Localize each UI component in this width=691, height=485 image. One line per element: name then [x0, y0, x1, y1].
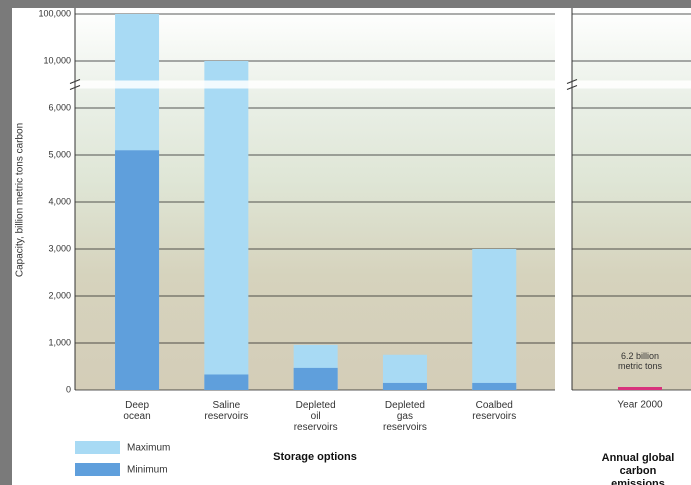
- bar: [618, 387, 662, 390]
- chart-title: Annual global carbon emissions: [602, 452, 675, 485]
- y-tick-label: 1,000: [48, 337, 71, 347]
- bar: [472, 382, 517, 390]
- bar: [204, 374, 249, 390]
- x-tick-label: Depleted oil reservoirs: [294, 400, 338, 433]
- bar: [115, 150, 160, 390]
- y-tick-label: 2,000: [48, 290, 71, 300]
- legend-swatch: [75, 441, 120, 454]
- y-tick-label: 0: [66, 384, 71, 394]
- y-tick-label: 100,000: [38, 8, 71, 18]
- value-label: 6.2 billion metric tons: [618, 351, 663, 371]
- x-tick-label: Coalbed reservoirs: [472, 400, 516, 422]
- legend-swatch: [75, 463, 120, 476]
- y-tick-label: 3,000: [48, 243, 71, 253]
- y-tick-label: 6,000: [48, 102, 71, 112]
- bar: [204, 61, 249, 390]
- axis-break: [75, 80, 555, 89]
- y-tick-label: 4,000: [48, 196, 71, 206]
- x-tick-label: Depleted gas reservoirs: [383, 400, 427, 433]
- axis-break: [572, 80, 691, 89]
- x-tick-label: Deep ocean: [123, 400, 150, 422]
- bar: [472, 249, 517, 390]
- bar: [382, 382, 427, 390]
- photo-background: [572, 8, 691, 390]
- bar: [293, 367, 338, 390]
- legend-label: Maximum: [127, 443, 170, 454]
- x-tick-label: Saline reservoirs: [204, 400, 248, 422]
- y-axis-label: Capacity, billion metric tons carbon: [15, 123, 26, 277]
- x-axis-label: Storage options: [273, 451, 357, 463]
- x-tick-label: Year 2000: [617, 400, 663, 411]
- y-tick-label: 10,000: [43, 55, 71, 65]
- y-tick-label: 5,000: [48, 149, 71, 159]
- panel-gap: [555, 8, 572, 398]
- legend-label: Minimum: [127, 465, 168, 476]
